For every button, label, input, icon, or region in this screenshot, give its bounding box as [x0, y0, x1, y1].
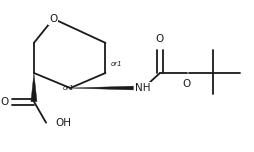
- Text: or1: or1: [110, 61, 122, 67]
- Text: O: O: [183, 79, 191, 89]
- Polygon shape: [31, 73, 37, 102]
- Text: O: O: [0, 97, 8, 107]
- Text: OH: OH: [56, 118, 72, 128]
- Text: or1: or1: [62, 85, 74, 91]
- Text: O: O: [49, 14, 57, 24]
- Polygon shape: [70, 86, 133, 90]
- Text: NH: NH: [135, 83, 150, 93]
- Text: O: O: [156, 34, 164, 44]
